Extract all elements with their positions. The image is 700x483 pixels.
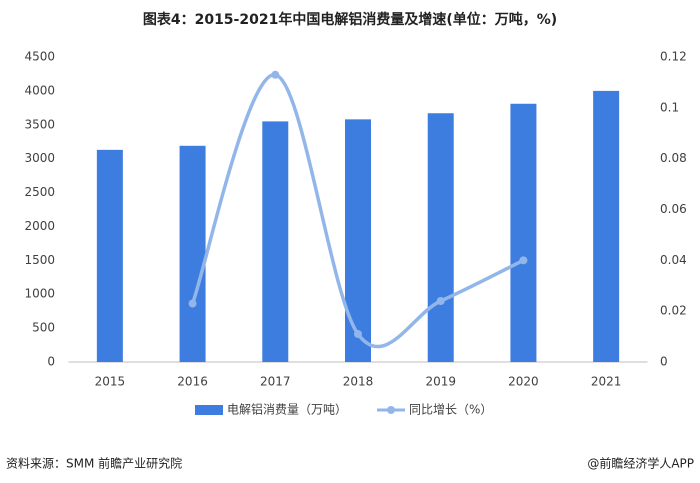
- y-tick-label: 4000: [24, 83, 55, 97]
- line-point: [188, 299, 197, 308]
- legend-label: 同比增长（%）: [409, 403, 492, 417]
- bar: [179, 145, 206, 362]
- legend-swatch: [387, 406, 396, 414]
- line-point: [519, 256, 528, 265]
- y-tick-label: 500: [32, 321, 55, 335]
- x-tick-label: 2020: [508, 375, 539, 389]
- x-tick-label: 2015: [95, 375, 126, 389]
- credit: @前瞻经济学人APP: [587, 456, 694, 471]
- line-point: [436, 297, 445, 305]
- y2-tick-label: 0.02: [660, 304, 687, 318]
- bar: [427, 113, 454, 362]
- y-tick-label: 4500: [24, 50, 55, 64]
- x-tick-label: 2017: [260, 375, 291, 389]
- source: 资料来源：SMM 前瞻产业研究院: [6, 456, 182, 471]
- bar: [96, 149, 123, 362]
- y-tick-label: 2500: [24, 185, 55, 199]
- legend-label: 电解铝消费量（万吨）: [227, 402, 347, 417]
- y-tick-label: 2000: [24, 219, 55, 233]
- line-point: [354, 330, 362, 339]
- line-point: [271, 70, 280, 79]
- y-tick-label: 3000: [24, 151, 55, 165]
- y-tick-label: 1000: [24, 287, 55, 301]
- bar: [510, 103, 537, 363]
- bar: [345, 119, 371, 362]
- chart-title: 图表4：2015-2021年中国电解铝消费量及增速(单位：万吨，%): [143, 11, 557, 28]
- y-tick-label: 3500: [24, 117, 55, 131]
- x-tick-label: 2016: [177, 375, 208, 389]
- x-tick-label: 2021: [591, 375, 622, 389]
- x-tick-label: 2019: [425, 375, 456, 389]
- y2-tick-label: 0.08: [660, 151, 687, 165]
- bar: [262, 121, 289, 362]
- bar: [593, 90, 620, 362]
- y2-tick-label: 0.12: [660, 50, 687, 64]
- legend-swatch: [195, 405, 223, 415]
- y2-tick-label: 0.1: [660, 100, 679, 114]
- y2-tick-label: 0.06: [660, 202, 687, 216]
- y-tick-label: 1500: [24, 253, 55, 267]
- x-tick-label: 2018: [343, 375, 374, 389]
- y2-tick-label: 0: [660, 355, 668, 369]
- y-tick-label: 0: [47, 355, 55, 369]
- y2-tick-label: 0.04: [660, 253, 687, 267]
